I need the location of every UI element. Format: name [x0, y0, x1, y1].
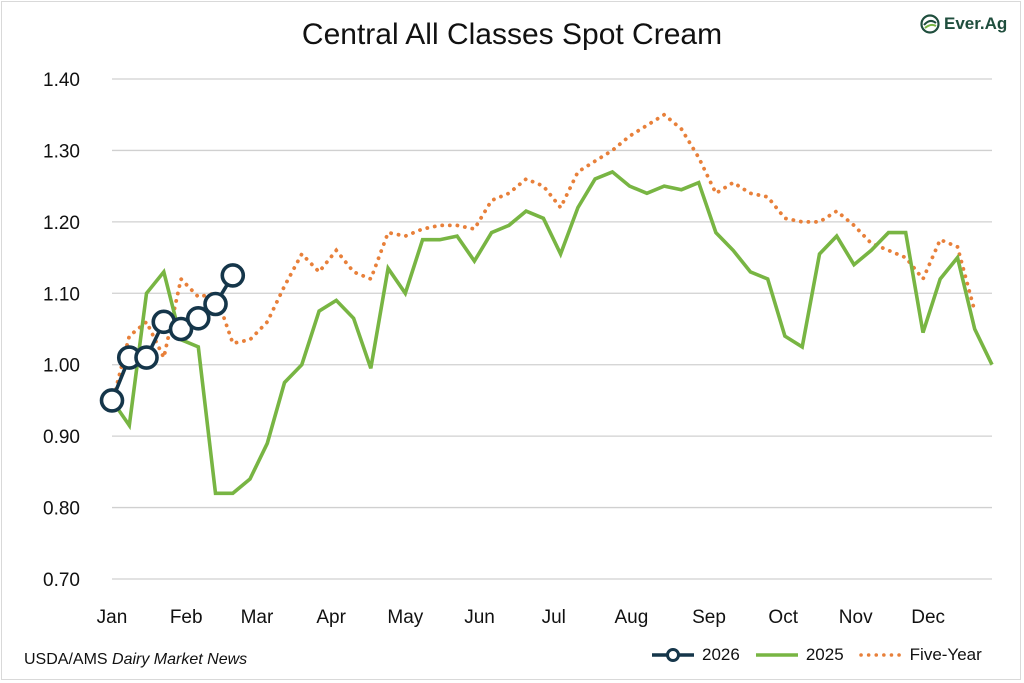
- point-2026-5: [185, 305, 211, 331]
- legend-label-2026: 2026: [702, 645, 740, 664]
- y-tick-label: 0.80: [43, 499, 80, 520]
- y-tick-label: 0.90: [43, 427, 80, 448]
- chart-title: Central All Classes Spot Cream: [301, 18, 723, 51]
- source-prefix: USDA/AMS: [24, 651, 113, 668]
- point-2026-0: [99, 388, 125, 413]
- source-publication: Dairy Market News: [112, 651, 248, 668]
- x-tick-label-oct: Oct: [768, 607, 798, 628]
- logo-text: Ever.Ag: [944, 14, 1008, 33]
- x-tick-label-mar: Mar: [241, 607, 274, 628]
- x-tick-label-may: May: [387, 607, 423, 628]
- legend-item-2025: 2025: [754, 645, 844, 665]
- x-tick-label-aug: Aug: [614, 607, 648, 628]
- x-tick-label-jan: Jan: [97, 607, 128, 628]
- y-tick-label: 1.00: [43, 356, 80, 377]
- x-tick-label-nov: Nov: [839, 607, 873, 628]
- point-2026-6: [203, 291, 228, 317]
- ever-ag-leaf-icon: [920, 14, 940, 34]
- point-2026-4: [168, 316, 194, 342]
- x-tick-label-feb: Feb: [170, 607, 203, 628]
- series-lines: [99, 112, 994, 496]
- y-tick-label: 1.10: [43, 284, 80, 305]
- legend-item-2026: 2026: [650, 645, 740, 665]
- ever-ag-logo: Ever.Ag: [920, 14, 1007, 34]
- x-axis-ticks: Jan Feb Mar Apr May Jun Jul Aug Sep Oct Nov Dec: [97, 607, 945, 628]
- point-2026-7: [220, 263, 246, 288]
- legend-label-five-year: Five-Year: [909, 645, 982, 664]
- series-line-2025: [110, 169, 994, 496]
- legend-swatch-2025: [755, 653, 798, 657]
- legend-swatch-five-year: [858, 653, 904, 657]
- series-line-five-year: [110, 112, 977, 406]
- legend-swatch-2026: [652, 648, 694, 662]
- legend: 2026 2025 Five-Year: [650, 645, 982, 665]
- y-tick-label: 1.40: [43, 70, 80, 91]
- y-tick-label: 0.70: [43, 570, 80, 591]
- x-tick-label-jun: Jun: [464, 607, 495, 628]
- x-tick-label-apr: Apr: [316, 607, 346, 628]
- legend-label-2025: 2025: [805, 645, 844, 664]
- gridlines: [112, 78, 992, 580]
- x-tick-label-jul: Jul: [542, 607, 566, 628]
- y-tick-label: 1.20: [43, 213, 80, 234]
- x-tick-label-sep: Sep: [692, 607, 726, 628]
- y-axis-ticks: 0.70 0.80 0.90 1.00 1.10 1.20 1.30 1.40: [43, 70, 80, 591]
- source-note: USDA/AMS Dairy Market News: [24, 651, 247, 669]
- y-tick-label: 1.30: [43, 141, 80, 162]
- legend-item-five-year: Five-Year: [858, 645, 982, 665]
- x-tick-label-dec: Dec: [911, 607, 945, 628]
- point-2026-2: [134, 345, 159, 370]
